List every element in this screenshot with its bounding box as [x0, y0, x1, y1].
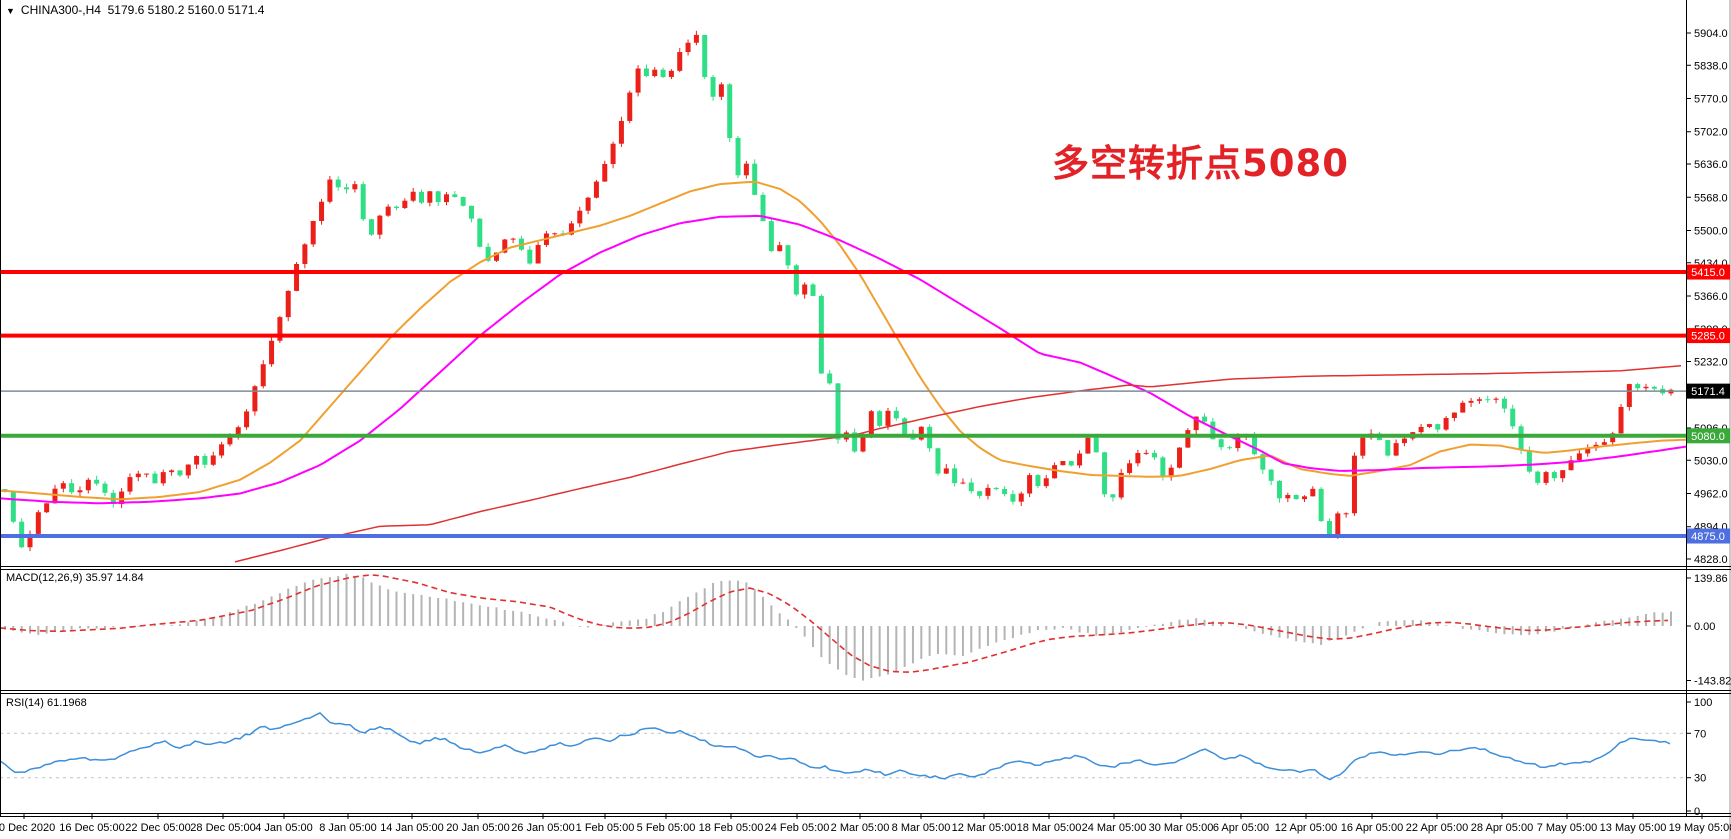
price-tick-label: 4962.0 [1694, 488, 1728, 500]
time-tick-label: 28 Apr 05:00 [1471, 822, 1533, 834]
time-tick-label: 8 Jan 05:00 [319, 822, 377, 834]
time-tick-label: 6 Apr 05:00 [1213, 822, 1269, 834]
price-tick-label: 5702.0 [1694, 127, 1728, 139]
rsi-tick-label: 70 [1694, 728, 1706, 740]
symbol-timeframe-label: CHINA300-,H4 [20, 3, 101, 17]
price-badge: 5080.0 [1687, 428, 1730, 444]
time-tick-label: 14 Jan 05:00 [380, 822, 444, 834]
ohlc-values: 5179.6 5180.2 5160.0 5171.4 [107, 3, 265, 17]
time-tick-label: 13 May 05:00 [1600, 822, 1667, 834]
macd-tick-label: 0.00 [1694, 621, 1715, 633]
time-tick-label: 4 Jan 05:00 [255, 822, 313, 834]
time-tick-label: 24 Feb 05:00 [765, 822, 830, 834]
ma-slow-red [234, 365, 1682, 563]
rsi-tick-label: 100 [1694, 697, 1712, 709]
time-tick-label: 18 Mar 05:00 [1017, 822, 1082, 834]
time-tick-label: 5 Feb 05:00 [637, 822, 696, 834]
price-badge: 5415.0 [1687, 264, 1730, 280]
price-tick-label: 5500.0 [1694, 225, 1728, 237]
time-tick-label: 19 May 05:00 [1669, 822, 1731, 834]
time-tick-label: 1 Feb 05:00 [576, 822, 635, 834]
chinese-annotation-text: 多空转折点5080 [1052, 142, 1349, 185]
macd-tick-label: 139.86 [1694, 573, 1728, 585]
price-badge: 5171.4 [1687, 383, 1730, 399]
price-tick-label: 5770.0 [1694, 94, 1728, 106]
price-tick-label: 5568.0 [1694, 192, 1728, 204]
chart-title: ▼ CHINA300-,H4 5179.6 5180.2 5160.0 5171.… [6, 3, 264, 17]
price-tick-label: 4828.0 [1694, 554, 1728, 566]
price-tick-label: 5030.0 [1694, 455, 1728, 467]
price-tick-label: 5838.0 [1694, 60, 1728, 72]
price-badge: 4875.0 [1687, 528, 1730, 544]
time-tick-label: 22 Apr 05:00 [1406, 822, 1468, 834]
macd-indicator-label: MACD(12,26,9) 35.97 14.84 [6, 572, 144, 584]
macd-histogram [4, 573, 1672, 681]
rsi-line [0, 711, 1671, 781]
time-tick-label: 2 Mar 05:00 [831, 822, 890, 834]
price-tick-label: 5904.0 [1694, 28, 1728, 40]
macd-signal-line [0, 574, 1669, 673]
candlestick-series [2, 30, 1674, 552]
svg-text:5415.0: 5415.0 [1691, 267, 1725, 279]
time-tick-label: 22 Dec 05:00 [125, 822, 190, 834]
time-tick-label: 26 Jan 05:00 [511, 822, 575, 834]
collapse-triangle-icon[interactable]: ▼ [6, 6, 15, 16]
time-tick-label: 18 Feb 05:00 [699, 822, 764, 834]
time-tick-label: 30 Mar 05:00 [1149, 822, 1214, 834]
svg-text:5080.0: 5080.0 [1691, 431, 1725, 443]
ma-mid-magenta [0, 214, 1686, 505]
macd-tick-label: -143.82 [1694, 676, 1731, 688]
time-tick-label: 24 Mar 05:00 [1082, 822, 1147, 834]
price-badge: 5285.0 [1687, 328, 1730, 344]
time-tick-label: 7 May 05:00 [1537, 822, 1598, 834]
price-tick-label: 5232.0 [1694, 357, 1728, 369]
rsi-indicator-label: RSI(14) 61.1968 [6, 697, 87, 709]
svg-text:4875.0: 4875.0 [1691, 531, 1725, 543]
time-tick-label: 20 Jan 05:00 [446, 822, 510, 834]
time-tick-label: 28 Dec 05:00 [190, 822, 255, 834]
time-tick-label: 10 Dec 2020 [0, 822, 55, 834]
price-tick-label: 5366.0 [1694, 291, 1728, 303]
time-tick-label: 8 Mar 05:00 [892, 822, 951, 834]
ma-fast-orange [0, 180, 1686, 501]
svg-text:5171.4: 5171.4 [1691, 386, 1725, 398]
price-tick-label: 5636.0 [1694, 159, 1728, 171]
time-tick-label: 16 Apr 05:00 [1341, 822, 1403, 834]
rsi-tick-label: 0 [1694, 806, 1700, 818]
rsi-tick-label: 30 [1694, 773, 1706, 785]
time-tick-label: 12 Apr 05:00 [1275, 822, 1337, 834]
svg-text:5285.0: 5285.0 [1691, 331, 1725, 343]
time-tick-label: 16 Dec 05:00 [59, 822, 124, 834]
time-tick-label: 12 Mar 05:00 [952, 822, 1017, 834]
